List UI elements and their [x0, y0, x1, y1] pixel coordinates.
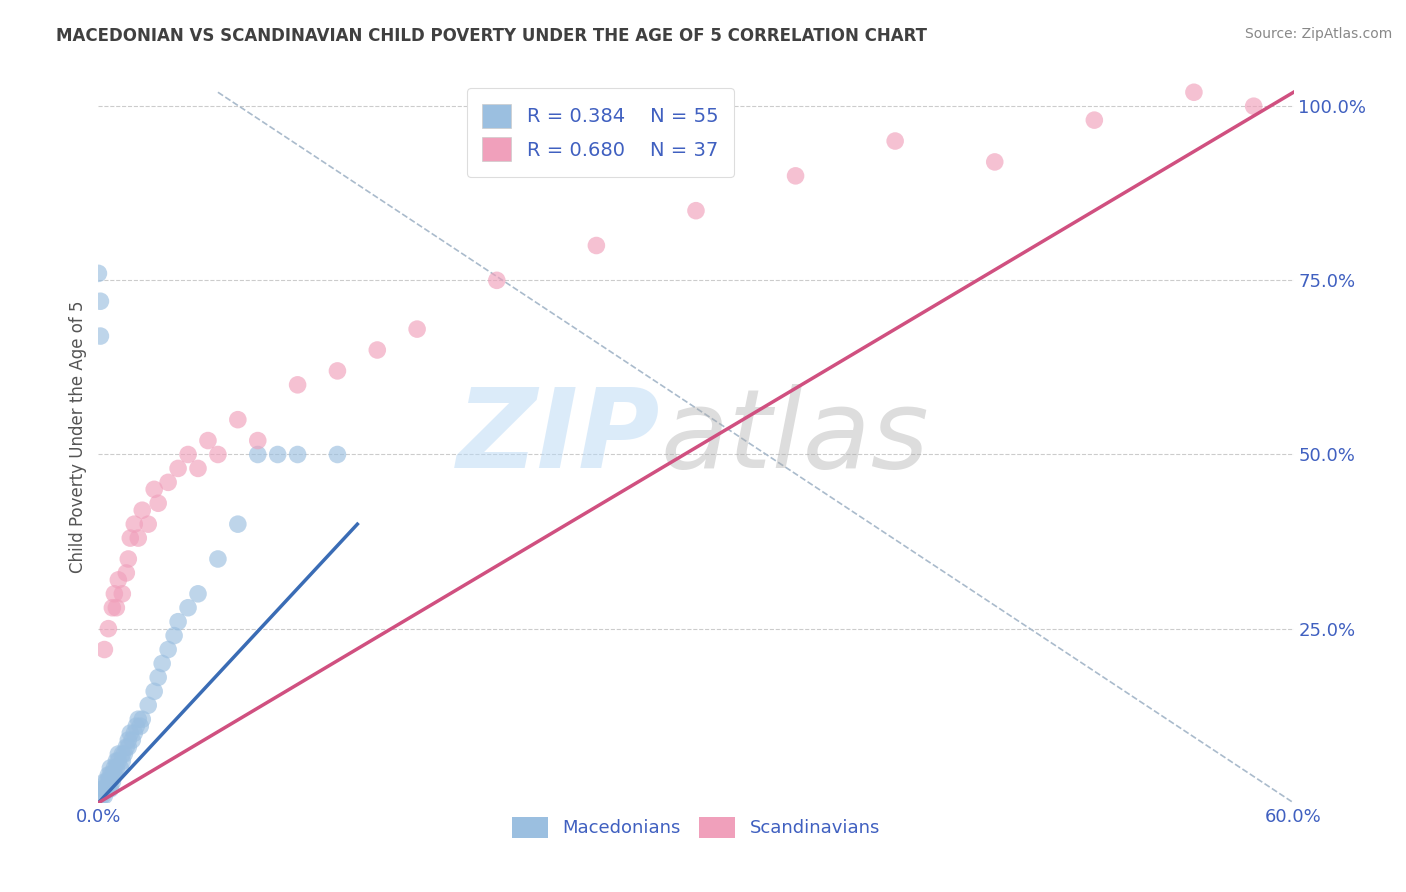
Point [148, 496, 170, 510]
Point [107, 754, 129, 768]
Point [167, 615, 190, 629]
Point [287, 448, 309, 462]
Point [131, 712, 153, 726]
Point [98, 768, 122, 782]
Point [110, 761, 132, 775]
Point [93, 642, 115, 657]
Point [246, 448, 269, 462]
Point [406, 322, 429, 336]
Point [143, 684, 166, 698]
Point [148, 670, 170, 684]
Text: MACEDONIAN VS SCANDINAVIAN CHILD POVERTY UNDER THE AGE OF 5 CORRELATION CHART: MACEDONIAN VS SCANDINAVIAN CHILD POVERTY… [56, 27, 927, 45]
Point [117, 733, 139, 747]
Point [97, 775, 120, 789]
Point [107, 573, 129, 587]
Point [246, 434, 269, 448]
Point [163, 629, 186, 643]
Point [89, 329, 111, 343]
Point [167, 461, 190, 475]
Point [105, 754, 128, 768]
Y-axis label: Child Poverty Under the Age of 5: Child Poverty Under the Age of 5 [69, 301, 87, 574]
Point [177, 448, 200, 462]
Point [98, 775, 122, 789]
Point [117, 552, 139, 566]
Point [127, 712, 149, 726]
Point [187, 587, 209, 601]
Point [150, 657, 173, 671]
Point [103, 768, 125, 782]
Point [111, 747, 134, 761]
Point [96, 775, 118, 789]
Point [1182, 85, 1205, 99]
Point [97, 622, 120, 636]
Point [124, 726, 146, 740]
Point [187, 461, 209, 475]
Point [785, 169, 807, 183]
Point [157, 642, 180, 657]
Point [97, 768, 120, 782]
Point [287, 377, 309, 392]
Point [87, 266, 110, 280]
Point [485, 273, 508, 287]
Text: ZIP: ZIP [457, 384, 661, 491]
Point [120, 726, 142, 740]
Point [89, 294, 111, 309]
Point [267, 448, 290, 462]
Point [121, 733, 143, 747]
Point [117, 740, 139, 755]
Point [884, 134, 907, 148]
Point [105, 761, 128, 775]
Point [157, 475, 180, 490]
Point [98, 761, 122, 775]
Point [1083, 113, 1105, 128]
Point [136, 517, 159, 532]
Point [685, 203, 707, 218]
Point [101, 600, 124, 615]
Point [131, 503, 153, 517]
Point [115, 566, 138, 580]
Point [143, 483, 166, 497]
Point [197, 434, 219, 448]
Point [103, 761, 125, 775]
Point [125, 719, 148, 733]
Point [984, 155, 1007, 169]
Point [226, 517, 249, 532]
Point [585, 238, 607, 252]
Point [101, 775, 124, 789]
Point [97, 781, 120, 796]
Point [207, 448, 229, 462]
Point [98, 781, 122, 796]
Legend: Macedonians, Scandinavians: Macedonians, Scandinavians [505, 810, 887, 845]
Point [89, 789, 111, 803]
Point [101, 768, 124, 782]
Point [93, 789, 115, 803]
Text: atlas: atlas [661, 384, 929, 491]
Point [111, 587, 134, 601]
Point [226, 412, 249, 426]
Point [105, 600, 128, 615]
Point [124, 517, 146, 532]
Point [177, 600, 200, 615]
Point [111, 754, 134, 768]
Point [136, 698, 159, 713]
Point [366, 343, 388, 357]
Text: Source: ZipAtlas.com: Source: ZipAtlas.com [1244, 27, 1392, 41]
Point [93, 781, 115, 796]
Point [207, 552, 229, 566]
Point [112, 747, 135, 761]
Point [127, 531, 149, 545]
Point [115, 740, 138, 755]
Point [326, 448, 349, 462]
Point [107, 747, 129, 761]
Point [91, 789, 114, 803]
Point [326, 364, 349, 378]
Point [96, 781, 118, 796]
Point [120, 531, 142, 545]
Point [91, 781, 114, 796]
Point [1243, 99, 1265, 113]
Point [93, 775, 115, 789]
Point [129, 719, 152, 733]
Point [103, 587, 125, 601]
